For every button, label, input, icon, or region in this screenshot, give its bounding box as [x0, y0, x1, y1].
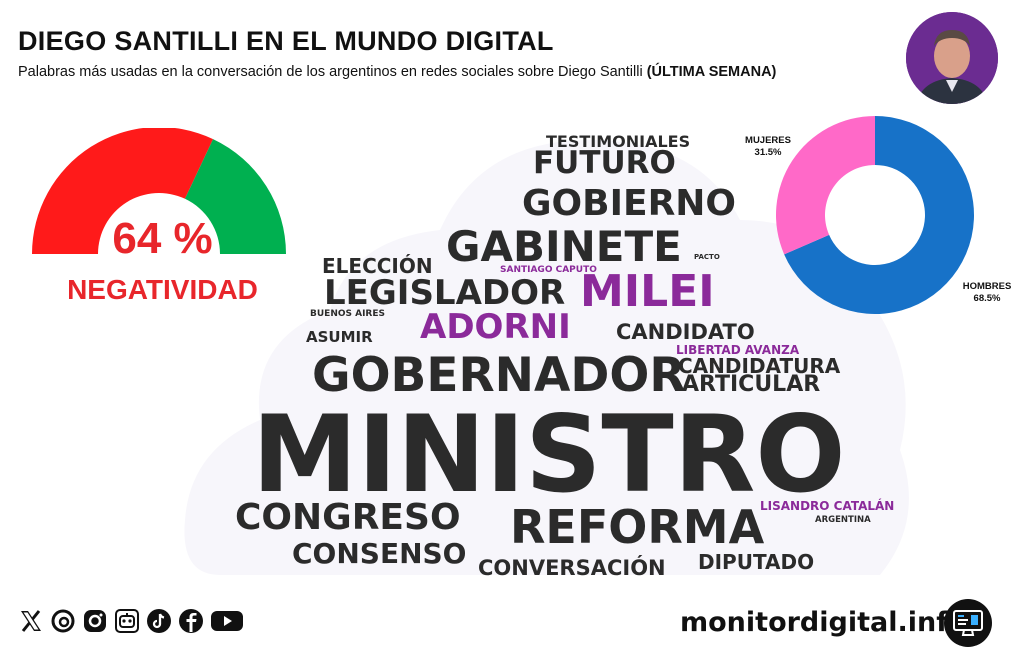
donut-label-mujeres-value: 31.5% [754, 146, 782, 158]
cloud-word-buenos-aires: BUENOS AIRES [310, 309, 385, 319]
tiktok-icon[interactable] [146, 608, 172, 634]
cloud-word-congreso: CONGRESO [235, 497, 461, 538]
page-title: DIEGO SANTILLI EN EL MUNDO DIGITAL [18, 26, 554, 56]
cloud-word-candidato: CANDIDATO [616, 320, 755, 344]
threads-icon[interactable] [50, 608, 76, 634]
cloud-word-conversación: CONVERSACIÓN [478, 556, 666, 580]
cloud-word-gobernador: GOBERNADOR [312, 348, 686, 403]
cloud-word-consenso: CONSENSO [292, 537, 467, 570]
subtitle-text: Palabras más usadas en la conversación d… [18, 64, 647, 80]
cloud-word-candidatura: CANDIDATURA [678, 354, 841, 378]
robot-icon[interactable] [114, 608, 140, 634]
donut-label-mujeres: MUJERES 31.5% [733, 135, 803, 159]
donut-label-hombres: HOMBRES 68.5% [950, 281, 1024, 305]
instagram-icon[interactable] [82, 608, 108, 634]
negativity-gauge [32, 128, 286, 254]
x-icon[interactable] [18, 608, 44, 634]
social-icons [18, 608, 244, 634]
cloud-word-santiago-caputo: SANTIAGO CAPUTO [500, 265, 597, 275]
cloud-word-lisandro-catalán: LISANDRO CATALÁN [760, 499, 895, 513]
youtube-icon[interactable] [210, 608, 244, 634]
gauge-value: 64 % [112, 214, 213, 263]
cloud-word-articular: ARTICULAR [682, 372, 821, 397]
cloud-word-argentina: ARGENTINA [815, 515, 871, 525]
cloud-word-diputado: DIPUTADO [698, 550, 815, 574]
cloud-shape [184, 140, 909, 575]
cloud-word-gabinete: GABINETE [446, 222, 682, 271]
page-subtitle: Palabras más usadas en la conversación d… [18, 64, 776, 80]
website-link[interactable]: monitordigital.info [680, 607, 967, 638]
cloud-word-testimoniales: TESTIMONIALES [546, 132, 691, 151]
donut-label-hombres-value: 68.5% [973, 292, 1001, 304]
cloud-word-reforma: REFORMA [510, 500, 765, 554]
cloud-word-elección: ELECCIÓN [322, 254, 433, 278]
cloud-word-futuro: FUTURO [533, 145, 676, 181]
donut-slice-mujeres [776, 116, 875, 255]
cloud-word-ministro: MINISTRO [252, 393, 846, 516]
computer-monitor-icon [944, 599, 992, 647]
cloud-word-legislador: LEGISLADOR [324, 273, 566, 313]
donut-label-mujeres-name: MUJERES [745, 135, 791, 146]
facebook-icon[interactable] [178, 608, 204, 634]
person-portrait-icon [906, 12, 998, 104]
donut-label-hombres-name: HOMBRES [962, 281, 1012, 292]
avatar [906, 12, 998, 104]
cloud-word-milei: MILEI [580, 266, 715, 317]
gender-donut-chart [776, 116, 974, 314]
cloud-word-libertad-avanza: LIBERTAD AVANZA [676, 343, 800, 357]
subtitle-period: (ÚLTIMA SEMANA) [646, 64, 777, 80]
gauge-negative-arc [32, 128, 214, 254]
donut-slice-hombres [784, 116, 974, 314]
cloud-word-adorni: ADORNI [420, 307, 571, 347]
gauge-positive-arc [184, 139, 286, 254]
cloud-word-asumir: ASUMIR [306, 328, 373, 346]
word-cloud: MINISTRO GOBERNADOR REFORMA GABINETE MILEI CO… [180, 120, 920, 590]
cloud-word-pacto: PACTO [694, 253, 720, 261]
cloud-word-gobierno: GOBIERNO [522, 183, 737, 224]
gauge-label: NEGATIVIDAD [67, 274, 258, 305]
